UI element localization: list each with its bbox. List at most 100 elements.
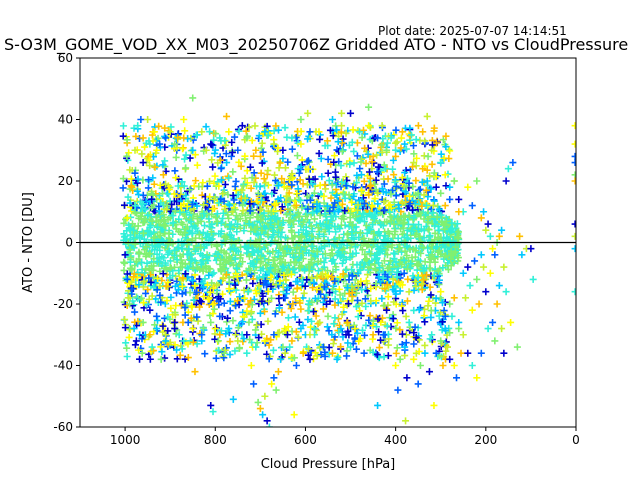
band-edge-marker [421,341,429,349]
dense-marker [158,237,166,245]
data-point-1 [121,232,129,240]
dense-marker [193,288,201,296]
dense-marker [314,224,322,232]
dense-marker [321,226,329,234]
dense-marker [239,207,247,215]
dense-marker [225,214,233,222]
data-point-160 [502,177,510,185]
data-point-60 [297,116,305,123]
band-edge-marker [393,344,401,352]
dense-marker [255,282,263,290]
band-edge-marker [138,150,146,158]
dense-marker [399,220,407,228]
band-edge-marker [407,131,415,139]
dense-marker [323,216,331,224]
dense-marker [232,212,240,220]
band-edge-marker [281,164,289,172]
band-edge-marker [383,139,391,147]
band-edge-marker [275,328,283,336]
dense-marker [166,264,174,272]
dense-marker [311,215,319,223]
band-edge-marker [353,329,361,337]
dense-marker [166,274,174,282]
dense-marker [346,209,354,217]
dense-marker [350,235,358,243]
band-edge-marker [432,294,440,302]
band-edge-marker [403,297,411,305]
band-edge-marker [250,178,258,186]
dense-marker [348,272,356,280]
data-point-33 [209,408,217,416]
band-edge-marker [337,325,345,333]
dense-marker [270,263,278,271]
dense-marker [247,184,255,192]
dense-marker [279,262,287,270]
band-edge-marker [402,145,410,153]
dense-marker [187,218,195,226]
data-point-90 [410,355,418,363]
dense-marker [329,203,337,211]
dense-marker [384,293,392,301]
dense-marker [374,189,382,197]
dense-marker [164,216,172,224]
dense-marker [233,272,241,280]
dense-marker [145,295,153,303]
dense-marker [130,226,138,234]
band-edge-marker [258,159,266,167]
band-edge-marker [357,158,365,166]
band-edge-marker [293,152,301,160]
band-edge-marker [406,124,414,132]
dense-marker [310,189,318,197]
band-edge-marker [325,327,333,335]
dense-marker [142,215,150,223]
band-edge-marker [122,339,130,347]
dense-marker [338,214,346,222]
band-edge-marker [264,131,272,139]
band-edge-marker [226,338,234,346]
band-edge-marker [265,297,273,305]
data-point-208 [207,140,215,148]
dense-marker [142,289,150,297]
band-edge-marker [286,173,294,181]
dense-marker [350,192,358,200]
dense-marker [342,255,350,263]
dense-marker [339,190,347,198]
dense-marker [267,219,275,227]
dense-marker [156,291,164,299]
data-point-73 [347,343,355,351]
band-edge-marker [232,330,240,338]
dense-marker [407,260,415,268]
data-point-223 [162,331,170,339]
dense-marker [262,281,270,289]
dense-marker [153,258,161,266]
band-edge-marker [421,137,429,145]
dense-marker [236,254,244,262]
dense-marker [148,242,156,250]
band-edge-marker [392,146,400,154]
dense-marker [254,231,262,239]
band-edge-marker [412,334,420,342]
band-edge-marker [153,316,161,324]
dense-marker [404,275,412,283]
y-tick-label-6: 60 [58,51,73,65]
data-point-84 [396,355,404,363]
y-axis-label: ATO - NTO [DU] [21,192,36,293]
data-point-32 [207,401,215,409]
dense-marker [381,232,389,240]
dense-marker [165,185,173,193]
x-tick-label-0: 1000 [110,433,141,447]
dense-marker [337,221,345,229]
band-edge-marker [428,160,436,168]
band-edge-marker [432,173,440,181]
band-edge-marker [121,324,129,332]
data-point-109 [457,349,465,357]
dense-marker [135,281,143,289]
band-edge-marker [429,141,437,149]
data-point-234 [261,337,269,345]
band-edge-marker [332,122,340,130]
band-edge-marker [173,355,181,363]
dense-marker [182,270,190,278]
dense-marker [374,200,382,208]
band-edge-marker [274,182,282,190]
data-point-203 [162,134,170,142]
